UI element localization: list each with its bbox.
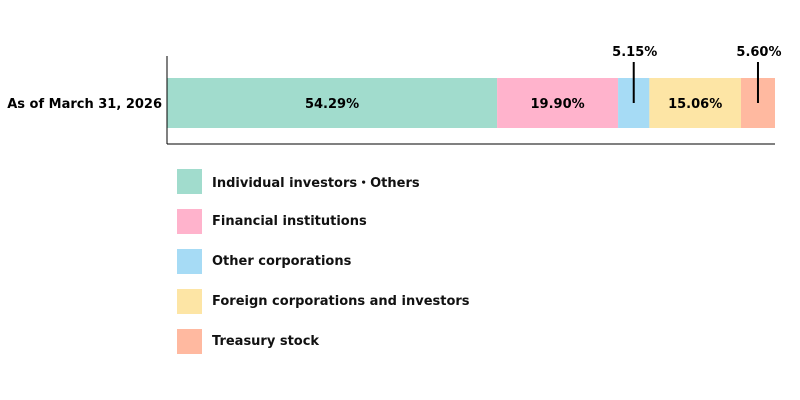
data-label: 54.29%	[305, 97, 359, 112]
data-label: 5.60%	[736, 45, 781, 60]
legend-swatch	[177, 328, 202, 354]
chart-legend: Individual investors・Others Financial ins…	[177, 168, 470, 368]
data-label: 15.06%	[668, 97, 722, 112]
legend-item: Financial institutions	[177, 208, 470, 234]
legend-item: Foreign corporations and investors	[177, 288, 470, 314]
legend-label: Individual investors・Others	[212, 175, 420, 191]
data-label: 19.90%	[531, 97, 585, 112]
legend-item: Individual investors・Others	[177, 168, 470, 194]
legend-label: Financial institutions	[212, 213, 367, 229]
category-label: As of March 31, 2026	[7, 97, 162, 112]
legend-label: Treasury stock	[212, 333, 320, 349]
legend-item: Other corporations	[177, 248, 470, 274]
legend-swatch	[177, 288, 202, 314]
bar-segment	[649, 78, 741, 128]
legend-swatch	[177, 168, 202, 194]
data-label: 5.15%	[612, 45, 657, 60]
legend-label: Other corporations	[212, 253, 352, 269]
legend-item: Treasury stock	[177, 328, 470, 354]
bar-segment	[167, 78, 498, 128]
bar-segment	[497, 78, 619, 128]
legend-swatch	[177, 248, 202, 274]
legend-label: Foreign corporations and investors	[212, 293, 470, 309]
legend-swatch	[177, 208, 202, 234]
